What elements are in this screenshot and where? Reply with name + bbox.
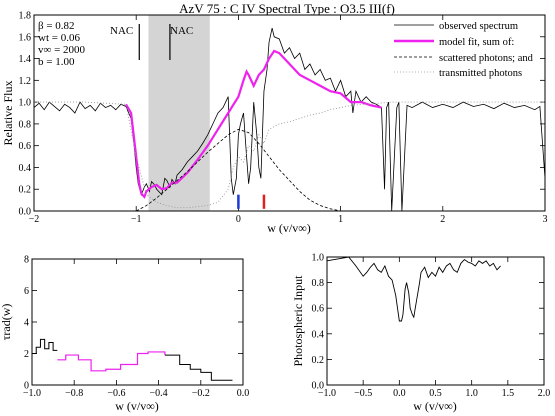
top-ytick-label: 1.4 (19, 54, 32, 65)
top-ytick-label: 1.0 (19, 98, 32, 109)
photo-xtick-label: 1.0 (465, 388, 478, 399)
tau-xtick-label: 0.0 (237, 388, 250, 399)
photo-xtick-label: −1.0 (318, 388, 336, 399)
tau-step-series-3 (164, 354, 233, 381)
photo-xlabel: w (v/v∞) (413, 399, 457, 413)
tau-xtick-label: −0.8 (65, 388, 83, 399)
photo-xtick-label: 0.5 (429, 388, 442, 399)
top-ylabel: Relative Flux (1, 81, 15, 146)
top-ytick-label: 1.6 (19, 32, 32, 43)
tau-step-series-2 (57, 351, 166, 372)
legend-observed: observed spectrum (439, 21, 518, 32)
photo-ylabel: Photospheric Input (291, 275, 305, 367)
photospheric-input-line (326, 256, 501, 322)
param-vinf: v∞ = 2000 (38, 44, 86, 56)
legend: observed spectrum model fit, sum of: sca… (394, 21, 534, 79)
top-ytick-label: 1.2 (19, 76, 32, 87)
top-plot-frame (33, 14, 546, 212)
photo-ytick-label: 0.6 (312, 304, 325, 315)
top-ytick-label: 1.8 (19, 11, 32, 22)
tau-xtick-label: −0.6 (107, 388, 125, 399)
model-fit-line (125, 49, 382, 199)
top-xtick-label: 2 (440, 214, 445, 225)
top-xtick-label: 1 (338, 214, 343, 225)
top-xtick-label: 0 (236, 214, 241, 225)
photo-ytick-label: 0.2 (312, 355, 325, 366)
top-chart-title: AzV 75 : C IV Spectral Type : O3.5 III(f… (179, 1, 395, 16)
tau-xtick-label: −1.0 (23, 388, 41, 399)
top-ytick-label: 0.2 (19, 185, 32, 196)
top-xtick-label: −2 (29, 214, 40, 225)
top-xtick-label: 3 (543, 214, 548, 225)
tau-ytick-label: 8 (24, 255, 29, 266)
legend-scattered: scattered photons; and (439, 53, 534, 64)
photo-xtick-label: −0.5 (354, 388, 372, 399)
tau-ylabel: τrad(w) (0, 304, 13, 341)
tau-rad-panel: −1.0 −0.8 −0.6 −0.4 −0.2 0.0 0 2 4 6 8 τrad(w) w (… (0, 255, 249, 414)
tau-step-series-1 (32, 338, 58, 354)
tau-ytick-label: 6 (24, 286, 29, 297)
legend-model: model fit, sum of: (439, 37, 514, 48)
nac-label-2: NAC (170, 25, 193, 37)
photospheric-input-panel: −1.0 −0.5 0.0 0.5 1.0 1.5 2.0 0.0 0.2 0.4 0.6 0.8 1.… (291, 253, 550, 414)
tau-ytick-label: 0 (24, 381, 29, 392)
photo-xtick-label: 1.5 (502, 388, 515, 399)
photo-plot-frame (326, 256, 545, 386)
nac-label-1: NAC (110, 25, 133, 37)
top-ytick-label: 0.8 (19, 119, 32, 130)
top-xtick-label: −1 (131, 214, 142, 225)
top-xlabel: w (v/v∞) (267, 221, 311, 235)
photo-ytick-label: 0.0 (312, 381, 325, 392)
param-wt: wt = 0.06 (38, 32, 80, 44)
tau-ytick-label: 2 (24, 349, 29, 360)
tau-plot-frame (31, 258, 244, 386)
tau-xtick-label: −0.2 (192, 388, 210, 399)
tau-xlabel: w (v/v∞) (115, 399, 159, 413)
param-b: b = 1.00 (38, 56, 75, 68)
legend-transmitted: transmitted photons (439, 68, 522, 79)
photo-ytick-label: 1.0 (312, 253, 325, 264)
tau-ytick-label: 4 (24, 318, 29, 329)
photo-xtick-label: 2.0 (538, 388, 551, 399)
photo-ytick-label: 0.4 (312, 329, 325, 340)
top-ytick-label: 0.4 (19, 163, 32, 174)
scattered-photons-line (136, 128, 341, 212)
top-ytick-label: 0.0 (19, 207, 32, 218)
nac-shaded-region (148, 15, 210, 211)
photo-ytick-label: 0.8 (312, 278, 325, 289)
tau-xtick-label: −0.4 (150, 388, 168, 399)
photo-xtick-label: 0.0 (393, 388, 406, 399)
top-spectrum-panel: AzV 75 : C IV Spectral Type : O3.5 III(f… (1, 1, 548, 235)
top-ytick-label: 0.6 (19, 141, 32, 152)
transmitted-photons-line (34, 101, 545, 209)
param-beta: β = 0.82 (38, 20, 75, 32)
